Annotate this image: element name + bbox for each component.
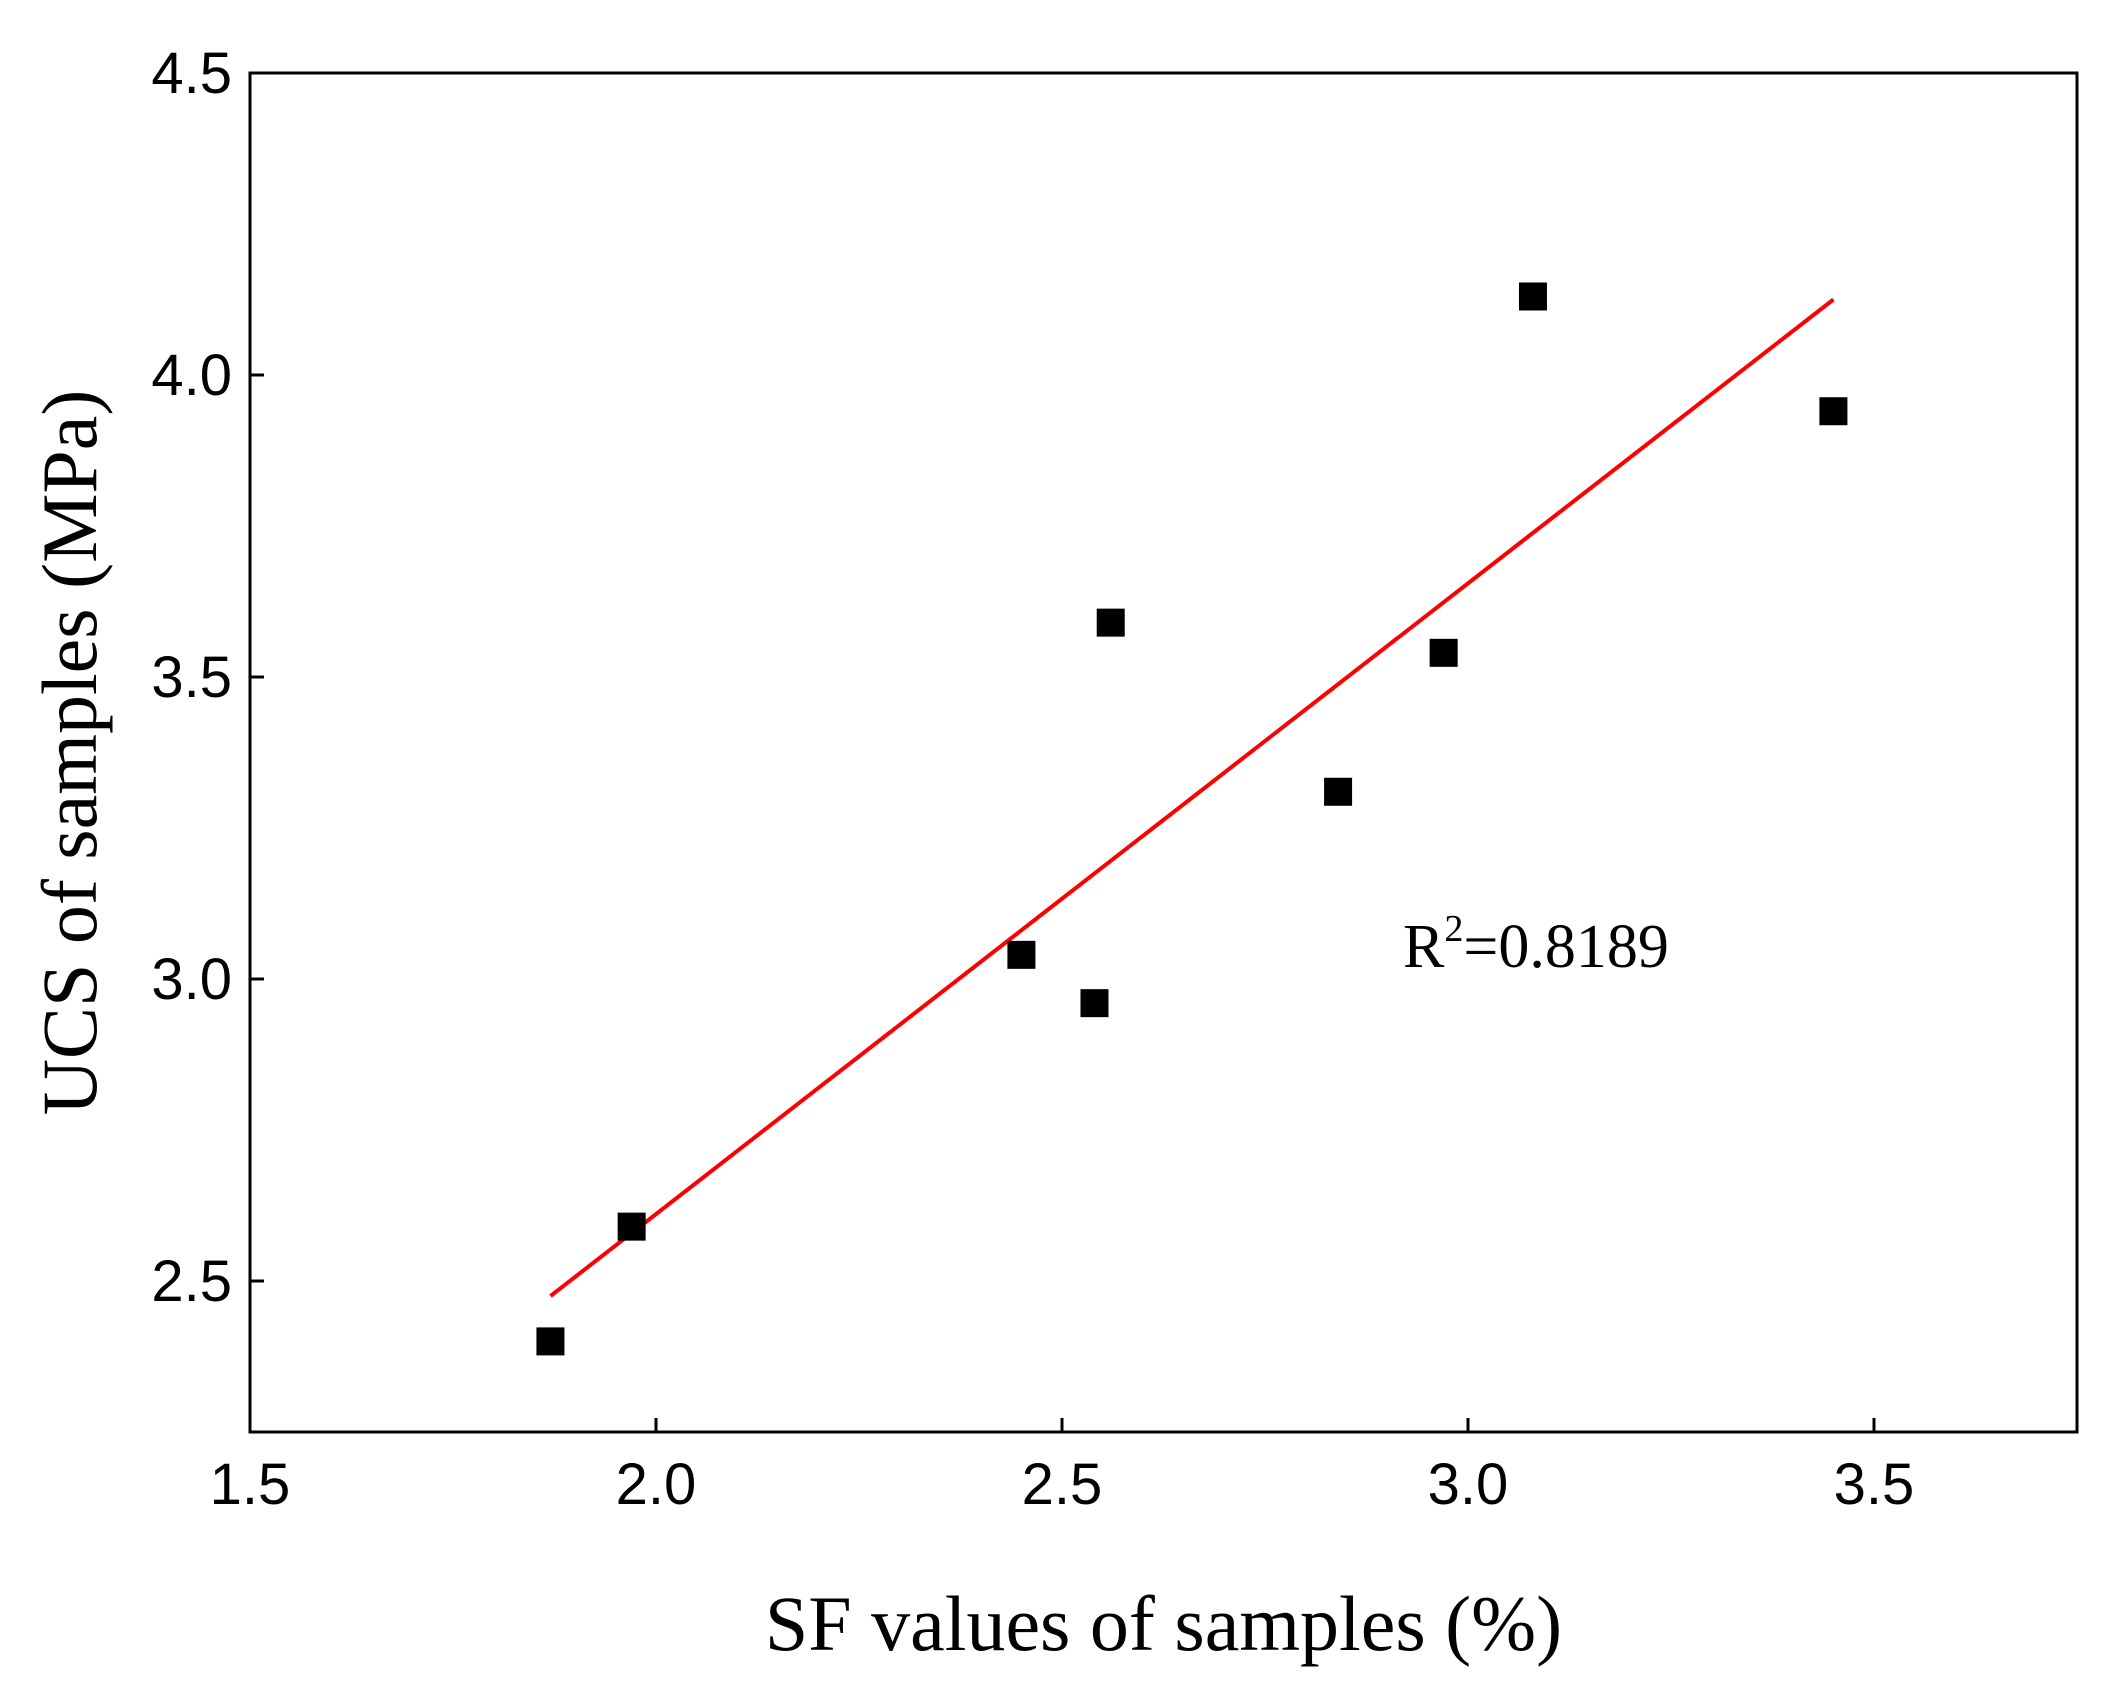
data-point	[1007, 940, 1036, 969]
data-point	[1429, 638, 1458, 667]
data-point	[1324, 777, 1353, 806]
fit-layer	[549, 297, 1835, 1298]
x-tick-label: 2.5	[1022, 1452, 1103, 1517]
plot-frame	[248, 71, 2079, 1434]
r-squared-annotation: R2=0.8189	[1403, 908, 1669, 981]
data-point	[536, 1327, 565, 1356]
y-tick-label: 4.5	[151, 41, 232, 106]
y-tick-label: 3.0	[151, 947, 232, 1012]
points-layer	[536, 282, 1848, 1356]
fit-line	[549, 297, 1835, 1298]
data-point	[617, 1212, 646, 1241]
data-point	[1096, 608, 1125, 637]
y-tick-label: 4.0	[151, 343, 232, 408]
labels-layer: 1.5 2.0 2.5 3.0 3.5 2.5 3.0 3.5 4.0 4.5 SF values …	[26, 41, 1914, 1667]
y-tick-label: 2.5	[151, 1249, 232, 1314]
x-tick-label: 3.0	[1428, 1452, 1509, 1517]
x-tick-label: 2.0	[616, 1452, 697, 1517]
x-tick-label: 1.5	[210, 1452, 291, 1517]
y-axis-title: UCS of samples (MPa)	[26, 390, 113, 1116]
y-tick-label: 3.5	[151, 645, 232, 710]
x-tick-label: 3.5	[1834, 1452, 1915, 1517]
data-point	[1518, 282, 1547, 311]
data-point	[1080, 989, 1109, 1018]
x-axis-title: SF values of samples (%)	[765, 1580, 1562, 1667]
data-point	[1819, 397, 1848, 426]
